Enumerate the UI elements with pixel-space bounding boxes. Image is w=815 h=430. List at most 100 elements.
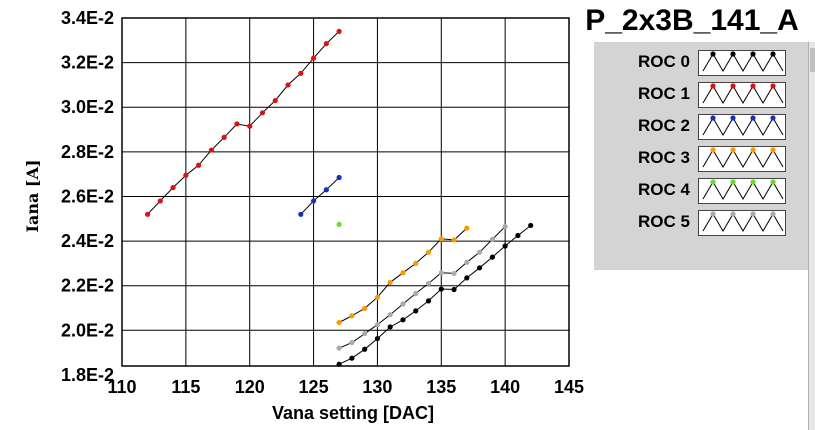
- y-tick-label: 3.0E-2: [61, 97, 114, 117]
- data-point: [489, 236, 495, 242]
- legend-line: [702, 117, 784, 136]
- data-point: [298, 70, 304, 76]
- series-roc-2: [298, 174, 342, 217]
- legend-marker: [750, 51, 756, 57]
- legend-label: ROC 3: [638, 148, 690, 167]
- y-tick-label: 2.6E-2: [61, 186, 114, 206]
- data-point: [234, 121, 240, 127]
- data-point: [425, 298, 432, 304]
- legend-label: ROC 0: [638, 52, 690, 71]
- data-point: [515, 232, 521, 239]
- data-point: [413, 308, 419, 314]
- legend-entry: ROC 1: [600, 82, 805, 108]
- legend-marker: [710, 51, 716, 57]
- x-axis-ticks: 110 115 120 125 130 135 140 145: [107, 377, 584, 397]
- data-point: [464, 225, 470, 231]
- legend-marker: [710, 211, 716, 217]
- y-tick-label: 2.8E-2: [61, 142, 114, 162]
- data-point: [221, 134, 227, 140]
- gridlines: [121, 17, 570, 366]
- series-roc-1: [144, 28, 342, 217]
- legend-marker: [750, 115, 756, 121]
- legend-entry: ROC 0: [600, 50, 805, 76]
- data-point: [144, 211, 151, 217]
- vertical-scrollbar[interactable]: [808, 42, 815, 430]
- y-tick-label: 3.4E-2: [61, 8, 114, 28]
- y-tick-label: 2.2E-2: [61, 276, 114, 296]
- data-point: [438, 270, 444, 276]
- data-point: [387, 324, 393, 330]
- x-tick-label: 130: [362, 377, 392, 397]
- data-point: [400, 270, 406, 276]
- data-point: [336, 319, 342, 326]
- data-point: [477, 265, 483, 271]
- y-tick-label: 2.0E-2: [61, 320, 114, 340]
- data-point: [157, 198, 163, 204]
- series-line: [338, 225, 532, 365]
- data-point: [374, 294, 381, 300]
- y-tick-label: 2.4E-2: [61, 231, 114, 251]
- x-tick-label: 110: [107, 377, 136, 397]
- legend-marker: [730, 211, 736, 217]
- legend-label: ROC 2: [638, 116, 690, 135]
- data-point: [183, 172, 189, 178]
- legend-marker: [710, 147, 716, 153]
- data-point: [387, 312, 393, 318]
- data-point: [323, 41, 329, 47]
- data-point: [400, 301, 406, 307]
- data-point: [502, 223, 508, 230]
- data-point: [336, 361, 342, 367]
- data-point: [362, 331, 368, 337]
- data-point: [323, 187, 329, 193]
- data-point: [259, 110, 266, 116]
- data-point: [298, 211, 304, 217]
- legend-line: [702, 213, 784, 232]
- data-point: [502, 243, 508, 249]
- data-point: [170, 184, 176, 191]
- y-axis-label: Iana [A]: [23, 160, 42, 233]
- data-point: [362, 305, 368, 312]
- data-point: [310, 198, 317, 204]
- data-point: [477, 249, 483, 255]
- x-tick-label: 145: [554, 377, 584, 397]
- legend-marker: [770, 211, 776, 217]
- legend-marker: [750, 147, 756, 153]
- series-line: [147, 31, 340, 215]
- data-point: [247, 123, 253, 129]
- data-point: [438, 236, 444, 242]
- x-tick-label: 140: [490, 377, 520, 397]
- series-roc-0: [336, 222, 534, 367]
- data-point: [425, 280, 432, 287]
- legend-marker: [730, 51, 736, 57]
- legend-swatch: [698, 210, 786, 236]
- chart-title: P_2x3B_141_A: [585, 4, 799, 37]
- legend-marker: [750, 211, 756, 217]
- legend-line: [702, 53, 784, 72]
- series-line: [338, 226, 506, 349]
- data-point: [451, 237, 457, 243]
- data-point: [528, 222, 534, 229]
- x-tick-label: 120: [235, 377, 265, 397]
- legend-swatch: [698, 114, 786, 140]
- series-roc-5: [336, 223, 508, 351]
- legend-marker: [770, 179, 776, 185]
- data-point: [451, 286, 457, 293]
- data-point: [196, 162, 202, 168]
- legend-entry: ROC 2: [600, 114, 805, 140]
- y-tick-label: 1.8E-2: [61, 365, 114, 385]
- data-point: [272, 97, 278, 104]
- legend-marker: [710, 115, 716, 121]
- plot-area: [121, 17, 570, 367]
- legend-marker: [730, 179, 736, 185]
- data-point: [310, 55, 317, 61]
- x-tick-label: 125: [299, 377, 329, 397]
- scrollbar-thumb[interactable]: [810, 48, 815, 72]
- data-point: [413, 260, 419, 266]
- legend-label: ROC 5: [638, 212, 690, 231]
- data-point: [425, 249, 432, 255]
- legend-swatch: [698, 50, 786, 76]
- data-point: [349, 313, 355, 319]
- legend-marker: [710, 83, 716, 89]
- data-point: [438, 286, 444, 292]
- legend-swatch: [698, 82, 786, 108]
